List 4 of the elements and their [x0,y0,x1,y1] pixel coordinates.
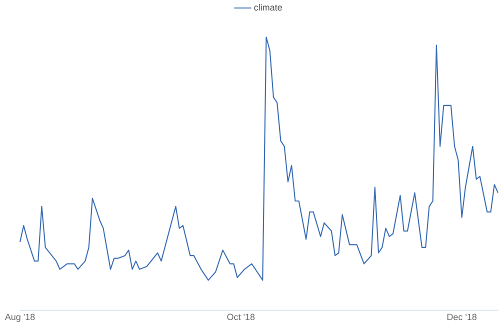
x-tick-label: Aug '18 [4,314,35,322]
x-tick-label: Dec '18 [447,314,477,320]
legend-label: climate [254,4,282,10]
x-tick-label: Oct '18 [227,314,255,320]
